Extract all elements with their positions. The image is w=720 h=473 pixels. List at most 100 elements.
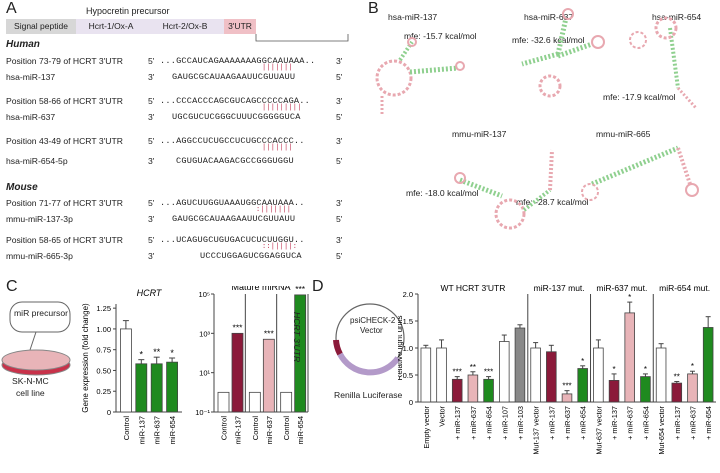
mir-precursor-label: miR precursor [14, 308, 68, 318]
bar [451, 378, 463, 403]
x-tick-label: + miR-107 [500, 406, 509, 440]
pair2-top-label: Position 58-66 of HCRT 3'UTR [6, 96, 123, 106]
y-tick-label: 10⁻¹ [195, 408, 210, 417]
utr-insert [333, 339, 343, 356]
pair1-bars: ||||||| [262, 64, 293, 72]
vector-label-1: psiCHECK-2 [350, 316, 396, 325]
x-tick-label: miR-654 [168, 416, 177, 444]
y-tick-label: 0.5 [403, 371, 413, 380]
pair1-top-seq: ...GCCAUCAGAAAAAAAGGCAAUAAA.. [160, 56, 316, 66]
x-tick-label: Control [251, 416, 260, 441]
pair3-top-label: Position 43-49 of HCRT 3'UTR [6, 136, 123, 146]
group-label: WT HCRT 3'UTR [440, 283, 505, 293]
pair3-bars: ||||||| [262, 144, 293, 152]
pair5-bot-seq: UCCCUGGAGUCGGAGGUCA [200, 251, 302, 261]
pair4-bot-seq: GAUGCGCAUAAGAAUUCGUUAUU [172, 214, 296, 224]
y-tick-label: 0 [107, 408, 111, 417]
x-tick-label: + miR-137 [610, 406, 619, 440]
y-tick-label: 0.25 [96, 387, 111, 396]
pair5-three-b: 3' [148, 251, 155, 261]
pair4-bot-label: mmu-miR-137-3p [6, 214, 73, 224]
y-tick-label: 10¹ [199, 369, 210, 378]
x-tick-label: + miR-637 [469, 406, 478, 440]
x-tick-label: Empty vector [422, 405, 431, 448]
bar [655, 347, 667, 403]
x-tick-label: Vector [438, 405, 447, 426]
significance-star: *** [295, 286, 306, 294]
x-tick-label: miR-654 [296, 416, 305, 444]
pair2-top-seq: ...CCCACCCAGCGUCAGCCCCCAGA.. [160, 96, 310, 106]
bar [248, 391, 261, 413]
significance-star: *** [233, 322, 244, 332]
pair5-five-b: 5' [336, 251, 343, 261]
pair1-three-b: 3' [148, 72, 155, 82]
bar [150, 363, 163, 413]
struct4-name: mmu-miR-137 [452, 129, 507, 139]
y-tick-label: 1.25 [96, 304, 111, 313]
x-tick-label: Mut-637 vector [594, 405, 603, 454]
segment-hcrt1: Hcrt-1/Ox-A [76, 19, 146, 34]
y-tick-label: 0.50 [96, 366, 111, 375]
pair1-five: 5' [148, 56, 155, 66]
segment-hcrt2: Hcrt-2/Ox-B [146, 19, 224, 34]
x-tick-label: + miR-137 [453, 406, 462, 440]
rna-structure-1 [375, 37, 465, 116]
bar [262, 338, 275, 413]
pair4-top-label: Position 71-77 of HCRT 3'UTR [6, 198, 123, 208]
pair3-three: 3' [336, 136, 343, 146]
pair2-bot-label: hsa-miR-637 [6, 112, 56, 122]
pair4-three: 3' [336, 198, 343, 208]
y-tick-label: 10⁵ [199, 290, 210, 299]
struct2-name: hsa-miR-637 [524, 12, 574, 22]
x-tick-label: + miR-637 [688, 406, 697, 440]
y-tick-label: 10³ [199, 329, 210, 338]
utr-bracket [255, 34, 349, 42]
panel-label-d: D [312, 278, 324, 295]
pair4-bars: :||||||| [256, 206, 292, 214]
x-tick-label: Control [220, 416, 229, 441]
significance-star: *** [453, 368, 462, 377]
y-axis-label: Relative light units [398, 316, 404, 381]
bar [483, 378, 494, 403]
pair5-top-label: Position 58-65 of HCRT 3'UTR [6, 235, 123, 245]
struct3-name: hsa-miR-654 [652, 12, 702, 22]
significance-star: *** [484, 368, 493, 377]
pair3-five: 5' [148, 136, 155, 146]
significance-star: ** [470, 363, 476, 372]
struct5-mfe: mfe: -28.7 kcal/mol [516, 197, 589, 207]
x-tick-label: Mut-137 vector [532, 405, 541, 454]
x-tick-label: + miR-137 [547, 406, 556, 440]
bar [135, 363, 148, 413]
cell-line-label-1: SK-N-MC [12, 376, 49, 386]
segment-3utr: 3'UTR [224, 19, 256, 34]
x-tick-label: miR-137 [234, 416, 243, 444]
significance-star: ** [153, 347, 161, 357]
bar [530, 347, 541, 403]
cell-culture-illustration [1, 301, 71, 376]
callout-bubble [9, 301, 71, 333]
pair1-three: 3' [336, 56, 343, 66]
y-tick-label: 1.00 [96, 325, 111, 334]
pair2-five-b: 5' [336, 112, 343, 122]
segment-signal-peptide: Signal peptide [6, 19, 76, 34]
pair3-three-b: 3' [148, 156, 155, 166]
vector-label-2: Vector [360, 326, 383, 335]
x-tick-label: + miR-654 [579, 406, 588, 440]
panel-label-a: A [6, 0, 17, 17]
group-label: miR-654 mut. [659, 283, 710, 293]
y-tick-label: 1.5 [403, 317, 413, 326]
rna-structure-4 [454, 149, 554, 230]
vector-illustration [333, 303, 405, 376]
significance-star: *** [264, 328, 275, 338]
pair4-top-seq: ...AGUCUUGGUAAAUGGCAAUAAA.. [160, 198, 305, 208]
pair2-bars: ||||||||| [262, 104, 302, 112]
chart-title: Mature miRNA [231, 286, 290, 292]
pair3-bot-label: hsa-miR-654-5p [6, 156, 68, 166]
x-tick-label: Mut-654 vector [657, 405, 666, 454]
bar [294, 294, 307, 413]
rna-structures [375, 8, 699, 230]
group-label: miR-137 mut. [534, 283, 585, 293]
struct3-mfe: mfe: -17.9 kcal/mol [603, 92, 676, 102]
pair5-bot-label: mmu-miR-665-3p [6, 251, 73, 261]
significance-star: * [644, 365, 647, 374]
